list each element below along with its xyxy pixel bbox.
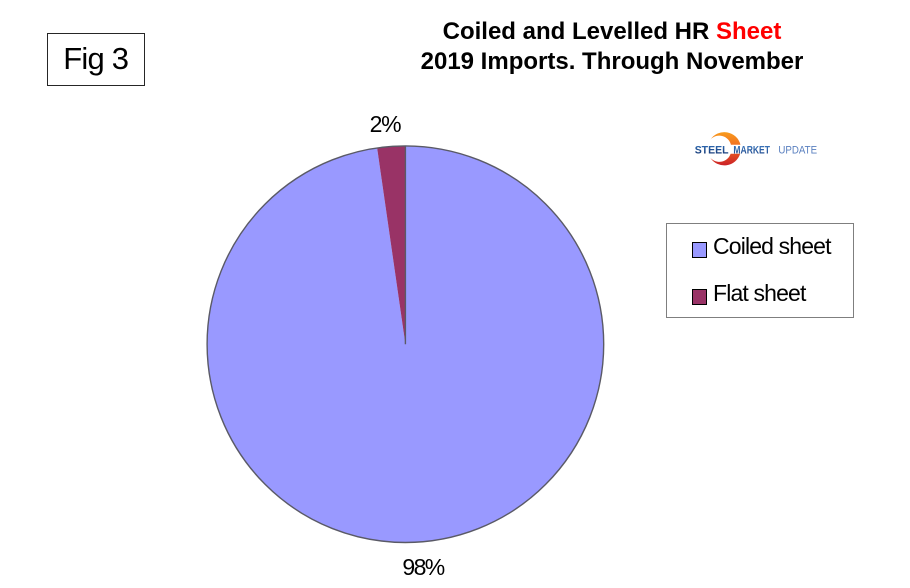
svg-text:MARKET: MARKET: [733, 145, 770, 157]
svg-text:STEEL: STEEL: [695, 145, 729, 157]
svg-text:UPDATE: UPDATE: [778, 145, 817, 157]
